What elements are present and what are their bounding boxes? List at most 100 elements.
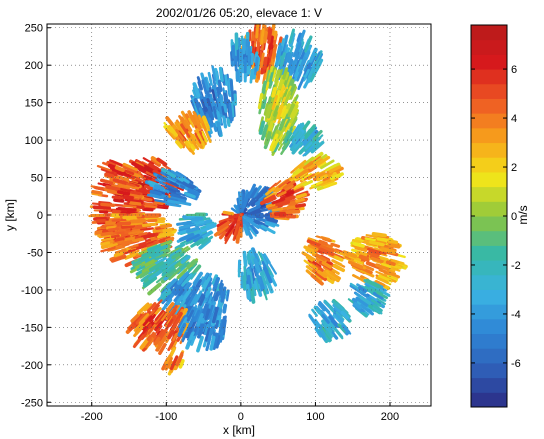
velocity-streak bbox=[200, 272, 209, 286]
velocity-streak bbox=[211, 65, 217, 82]
velocity-streak bbox=[288, 30, 295, 44]
velocity-streak bbox=[255, 187, 268, 200]
velocity-streak bbox=[114, 165, 125, 173]
velocity-streak bbox=[279, 85, 286, 98]
velocity-streak bbox=[314, 253, 326, 262]
velocity-streak bbox=[127, 198, 144, 205]
velocity-streak bbox=[291, 141, 303, 155]
velocity-streak bbox=[248, 187, 255, 198]
velocity-streak bbox=[188, 117, 195, 128]
velocity-streak bbox=[293, 159, 307, 171]
velocity-streak bbox=[185, 328, 192, 339]
velocity-streak bbox=[175, 128, 186, 142]
velocity-streak bbox=[200, 230, 213, 240]
velocity-streak bbox=[196, 335, 204, 353]
velocity-streak bbox=[130, 190, 141, 196]
velocity-streak bbox=[158, 327, 169, 342]
velocity-streak bbox=[267, 218, 279, 223]
velocity-streak bbox=[321, 261, 333, 269]
velocity-streak bbox=[375, 287, 391, 297]
velocity-streak bbox=[334, 255, 344, 262]
velocity-streak bbox=[310, 181, 323, 188]
velocity-streak bbox=[141, 263, 157, 274]
velocity-streak bbox=[267, 49, 273, 64]
velocity-streak bbox=[148, 261, 164, 272]
velocity-streak bbox=[166, 293, 174, 303]
velocity-streak bbox=[153, 184, 165, 191]
velocity-streak bbox=[122, 162, 138, 172]
velocity-streak bbox=[148, 269, 162, 281]
velocity-streak bbox=[217, 282, 224, 296]
velocity-streak bbox=[132, 334, 145, 348]
colorbar-band bbox=[471, 186, 507, 202]
velocity-streak bbox=[161, 294, 171, 305]
velocity-streak bbox=[166, 304, 178, 319]
velocity-streak bbox=[147, 282, 162, 296]
velocity-streak bbox=[187, 229, 200, 235]
velocity-streak bbox=[267, 205, 278, 210]
velocity-streak bbox=[317, 161, 327, 168]
velocity-streak bbox=[155, 220, 166, 224]
velocity-streak bbox=[285, 51, 292, 63]
velocity-streak bbox=[158, 342, 167, 355]
velocity-streak bbox=[172, 318, 181, 330]
velocity-streak bbox=[335, 330, 344, 340]
velocity-streak bbox=[136, 265, 146, 272]
velocity-streak bbox=[119, 207, 137, 212]
velocity-streak bbox=[219, 328, 224, 343]
velocity-streak bbox=[225, 90, 229, 102]
velocity-streak bbox=[178, 179, 195, 190]
velocity-streak bbox=[129, 218, 147, 224]
velocity-streak bbox=[164, 356, 173, 371]
velocity-streak bbox=[227, 118, 231, 127]
velocity-streak bbox=[275, 200, 291, 207]
velocity-streak bbox=[312, 129, 323, 141]
velocity-streak bbox=[129, 249, 140, 255]
velocity-streak bbox=[263, 253, 271, 264]
velocity-streak bbox=[252, 185, 262, 198]
velocity-streak bbox=[211, 332, 219, 350]
velocity-streak bbox=[271, 207, 284, 212]
velocity-streak bbox=[211, 274, 219, 285]
velocity-streak bbox=[309, 55, 316, 67]
velocity-streak bbox=[125, 184, 140, 190]
velocity-streak bbox=[178, 307, 188, 322]
velocity-streak bbox=[234, 55, 238, 72]
velocity-streak bbox=[184, 191, 196, 199]
y-tick-label: -50 bbox=[27, 247, 43, 259]
colorbar-tick-label: 6 bbox=[511, 64, 517, 76]
velocity-streak bbox=[100, 241, 111, 246]
velocity-streak bbox=[391, 264, 402, 270]
velocity-streak bbox=[235, 226, 242, 244]
velocity-streak bbox=[138, 313, 150, 325]
velocity-streak bbox=[253, 34, 257, 44]
velocity-streak bbox=[392, 267, 401, 272]
echo-region bbox=[163, 110, 212, 155]
velocity-streak bbox=[257, 92, 264, 110]
velocity-streak bbox=[186, 226, 200, 234]
velocity-streak bbox=[322, 175, 333, 182]
velocity-streak bbox=[106, 160, 116, 168]
velocity-streak bbox=[182, 322, 190, 335]
velocity-streak bbox=[194, 126, 203, 140]
velocity-streak bbox=[207, 105, 215, 121]
velocity-streak bbox=[302, 161, 313, 170]
velocity-streak bbox=[126, 192, 143, 199]
velocity-streak bbox=[205, 123, 211, 132]
velocity-streak bbox=[185, 144, 193, 153]
velocity-streak bbox=[122, 249, 136, 255]
velocity-streak bbox=[260, 124, 269, 141]
velocity-streak bbox=[141, 193, 153, 199]
velocity-streak bbox=[308, 47, 318, 63]
velocity-streak bbox=[181, 276, 190, 287]
velocity-streak bbox=[354, 246, 368, 253]
velocity-streak bbox=[196, 323, 205, 339]
velocity-streak bbox=[352, 304, 363, 313]
velocity-streak bbox=[147, 331, 155, 342]
velocity-streak bbox=[311, 137, 322, 147]
velocity-streak bbox=[303, 79, 310, 89]
velocity-streak bbox=[98, 200, 111, 205]
radar-velocity-field bbox=[88, 24, 408, 376]
velocity-streak bbox=[146, 243, 163, 252]
velocity-streak bbox=[154, 199, 165, 203]
